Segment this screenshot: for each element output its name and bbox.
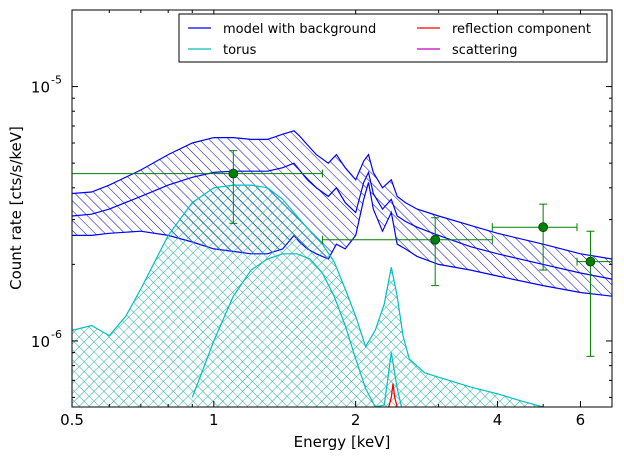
y-tick-label-2: 10 <box>31 79 50 97</box>
reflection-component-line <box>388 383 398 407</box>
x-tick-label-2: 1 <box>209 411 219 429</box>
legend-label-1: model with background <box>223 22 376 37</box>
model-with-background-band-fill <box>72 130 612 297</box>
data-point-3 <box>491 203 578 271</box>
x-axis-label: Energy [keV] <box>294 433 391 451</box>
model-with-background-model-line <box>72 162 612 280</box>
data-point-2 <box>321 217 493 287</box>
data-marker <box>585 256 596 267</box>
x-tick-label-1: 0.5 <box>60 411 84 429</box>
model-with-background-upper-line <box>72 130 612 260</box>
x-tick-label-5: 6 <box>576 411 586 429</box>
data-marker <box>228 168 239 179</box>
plot-frame <box>71 9 613 408</box>
legend: model with background reflection componen… <box>178 13 608 63</box>
torus-band-fill <box>72 185 544 407</box>
plot-area <box>72 130 612 407</box>
axes: 0.5 1 2 4 610-610-5 <box>31 9 613 429</box>
x-tick-label-4: 4 <box>493 411 503 429</box>
y-tick-label-1: 10 <box>31 333 50 351</box>
legend-label-3: torus <box>223 43 257 58</box>
data-point-1 <box>72 150 323 224</box>
y-axis-label: Count rate [cts/s/keV] <box>7 126 25 290</box>
x-tick-label-3: 2 <box>351 411 361 429</box>
data-marker <box>430 234 441 245</box>
legend-label-4: scattering <box>452 43 518 58</box>
legend-box <box>178 13 608 63</box>
legend-label-2: reflection component <box>452 22 591 37</box>
data-marker <box>538 222 549 233</box>
y-tick-exponent-1: -6 <box>51 328 62 341</box>
torus-upper-line <box>72 184 546 407</box>
data-point-4 <box>576 230 612 357</box>
y-tick-exponent-2: -5 <box>51 74 62 87</box>
torus-model-line <box>191 253 403 407</box>
